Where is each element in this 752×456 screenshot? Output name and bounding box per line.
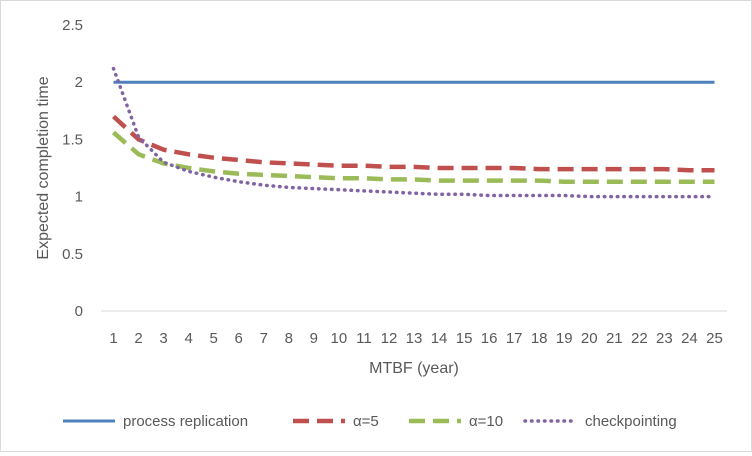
x-tick-label: 24 [681, 330, 698, 347]
y-tick-label: 0 [75, 303, 83, 320]
x-tick-label: 5 [210, 330, 218, 347]
series-lines [111, 66, 717, 199]
x-tick-label: 25 [706, 330, 723, 347]
legend-label-1: process replication [123, 413, 248, 430]
y-tick-label: 1.5 [62, 131, 83, 148]
y-tick-label: 2.5 [62, 17, 83, 34]
x-axis-title: MTBF (year) [369, 360, 459, 377]
legend-label-2: α=5 [353, 413, 379, 430]
x-tick-label: 1 [109, 330, 117, 347]
x-tick-label: 4 [184, 330, 192, 347]
legend-label-3: α=10 [469, 413, 503, 430]
x-tick-label: 21 [606, 330, 623, 347]
x-tick-label: 13 [406, 330, 423, 347]
x-tick-label: 8 [285, 330, 293, 347]
x-axis-ticks: 1 2 3 4 5 6 7 8 9 10 11 12 13 14 15 16 17 18 19 20 21 22 23 24 2… [109, 330, 722, 347]
y-tick-label: 1 [75, 189, 83, 206]
x-tick-label: 19 [556, 330, 573, 347]
y-tick-label: 2 [75, 74, 83, 91]
y-axis-title: Expected completion time [35, 76, 52, 259]
x-tick-label: 17 [506, 330, 523, 347]
series-line-3 [112, 130, 715, 184]
x-tick-label: 10 [331, 330, 348, 347]
x-tick-label: 3 [159, 330, 167, 347]
x-tick-label: 23 [656, 330, 673, 347]
x-tick-label: 11 [356, 330, 372, 347]
y-tick-label: 0.5 [62, 246, 83, 263]
x-tick-label: 16 [481, 330, 498, 347]
series-line-4 [111, 66, 717, 199]
x-tick-label: 12 [381, 330, 398, 347]
x-tick-label: 9 [310, 330, 318, 347]
series-line-2 [111, 114, 715, 173]
x-tick-label: 22 [631, 330, 648, 347]
x-tick-label: 20 [581, 330, 598, 347]
x-tick-label: 6 [235, 330, 243, 347]
x-tick-label: 2 [134, 330, 142, 347]
x-tick-label: 18 [531, 330, 548, 347]
y-axis-ticks: 0 0.5 1 1.5 2 2.5 [62, 17, 83, 320]
legend: process replication α=5 α=10 checkpointing [63, 413, 677, 430]
legend-label-4: checkpointing [585, 413, 677, 430]
x-tick-label: 7 [260, 330, 268, 347]
x-tick-label: 14 [431, 330, 448, 347]
x-tick-label: 15 [456, 330, 473, 347]
